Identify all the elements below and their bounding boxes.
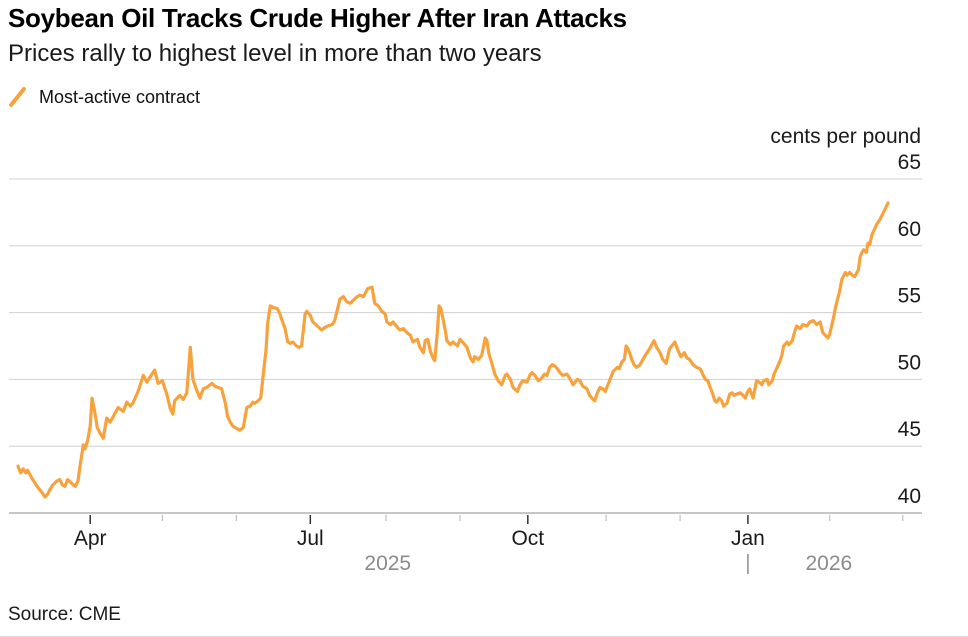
x-tick-label: Apr	[74, 527, 107, 550]
chart-title: Soybean Oil Tracks Crude Higher After Ir…	[8, 3, 627, 33]
year-label: 2025	[364, 552, 411, 575]
y-tick-label: 45	[898, 418, 921, 441]
chart-subtitle: Prices rally to highest level in more th…	[8, 40, 542, 67]
x-tick-label: Oct	[511, 527, 544, 550]
source-label: Source: CME	[8, 604, 121, 625]
legend-item-label: Most-active contract	[39, 86, 201, 107]
y-tick-label: 40	[898, 485, 921, 508]
y-tick-label: 65	[898, 151, 921, 174]
y-tick-label: 55	[898, 285, 921, 308]
legend-line-icon	[9, 87, 26, 107]
x-tick-label: Jan	[731, 527, 765, 550]
price-line	[16, 201, 890, 499]
y-axis-unit-label: cents per pound	[770, 125, 921, 148]
y-tick-label: 50	[898, 351, 921, 374]
legend: Most-active contract	[8, 86, 200, 108]
x-tick-label: Jul	[297, 527, 324, 550]
y-tick-label: 60	[898, 218, 921, 241]
year-label: 2026	[805, 552, 852, 575]
